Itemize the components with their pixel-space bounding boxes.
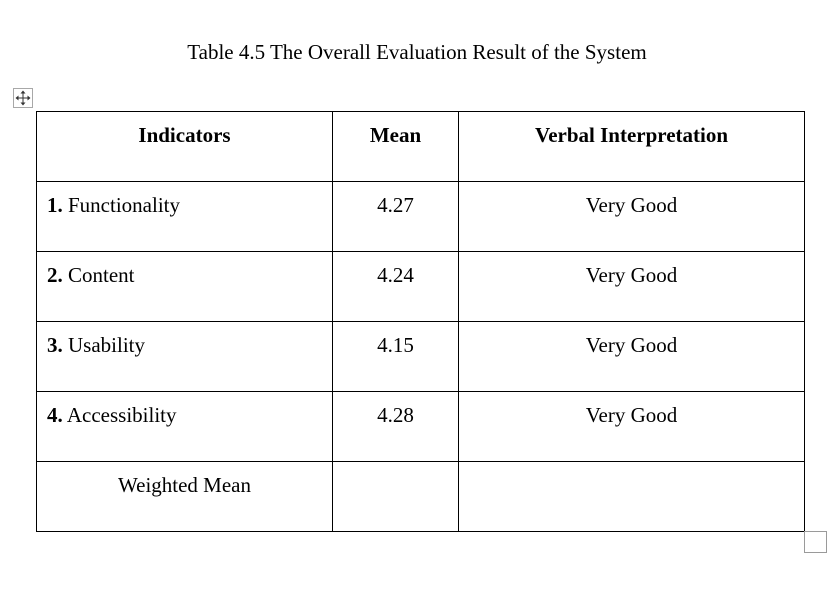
mean-cell: 4.28 [332,391,459,462]
interpretation-cell: Very Good [458,391,805,462]
row-number: 2. [47,263,63,287]
indicator-name: Accessibility [66,403,177,427]
indicator-name: Usability [68,333,145,357]
weighted-mean-value [332,461,459,532]
indicator-cell: 2. Content [36,251,333,322]
header-mean: Mean [332,111,459,182]
weighted-mean-interpretation [458,461,805,532]
table-row: 1. Functionality 4.27 Very Good [36,181,805,252]
table-row: 3. Usability 4.15 Very Good [36,321,805,392]
mean-cell: 4.27 [332,181,459,252]
table-row: 2. Content 4.24 Very Good [36,251,805,322]
indicator-name: Content [68,263,135,287]
mean-cell: 4.15 [332,321,459,392]
row-number: 1. [47,193,63,217]
interpretation-cell: Very Good [458,181,805,252]
indicator-cell: 4. Accessibility [36,391,333,462]
interpretation-cell: Very Good [458,321,805,392]
table-resize-handle[interactable] [804,531,827,553]
indicator-name: Functionality [68,193,180,217]
row-number: 4. [47,403,63,427]
row-number: 3. [47,333,63,357]
mean-cell: 4.24 [332,251,459,322]
indicator-cell: 3. Usability [36,321,333,392]
indicator-cell: 1. Functionality [36,181,333,252]
interpretation-cell: Very Good [458,251,805,322]
header-verbal-interpretation: Verbal Interpretation [458,111,805,182]
table-caption: Table 4.5 The Overall Evaluation Result … [187,40,647,64]
header-indicators: Indicators [36,111,333,182]
weighted-mean-label: Weighted Mean [36,461,333,532]
table-move-handle[interactable] [13,88,33,108]
table-header-row: Indicators Mean Verbal Interpretation [36,111,805,182]
table-row: 4. Accessibility 4.28 Very Good [36,391,805,462]
table-footer-row: Weighted Mean [36,461,805,532]
evaluation-table: Indicators Mean Verbal Interpretation 1.… [36,111,805,532]
